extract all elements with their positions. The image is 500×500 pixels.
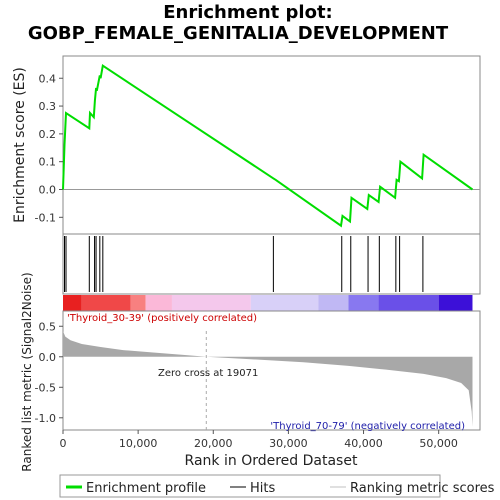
hits-panel-frame (62, 233, 481, 295)
es-ytick-label: 0.1 (39, 156, 57, 169)
metric-ytick-label: 0.5 (39, 320, 57, 333)
heatmap-segment (378, 295, 439, 311)
heatmap-segment (438, 295, 473, 311)
legend-label-0: Enrichment profile (86, 481, 206, 496)
heatmap-segment (318, 295, 349, 311)
negative-label: 'Thyroid_70-79' (negatively correlated) (270, 421, 465, 432)
legend-label-2: Ranking metric scores (350, 481, 495, 496)
x-axis-ticks: 0 10,000 20,000 30,000 40,000 50,000 (60, 430, 458, 450)
x-tick-label: 50,000 (419, 437, 458, 450)
ranking-metric-area (63, 331, 473, 427)
es-ytick-label: 0.0 (39, 184, 57, 197)
chart-title-line1: Enrichment plot: (163, 2, 333, 23)
heatmap-segment (145, 295, 172, 311)
zero-cross-label: Zero cross at 19071 (158, 368, 258, 379)
heatmap-segment (250, 295, 319, 311)
metric-ytick-label: 0.0 (39, 351, 57, 364)
heatmap-segment (348, 295, 379, 311)
x-tick-label: 0 (60, 437, 67, 450)
legend-label-1: Hits (250, 481, 275, 496)
es-ytick-label: -0.1 (35, 211, 56, 224)
chart-title-line2: GOBP_FEMALE_GENITALIA_DEVELOPMENT (28, 23, 449, 44)
enrichment-profile-line (62, 64, 474, 228)
x-tick-label: 40,000 (344, 437, 383, 450)
metric-ytick-label: -1.0 (35, 412, 56, 425)
heatmap-segment (81, 295, 131, 311)
heatmap-segment (130, 295, 146, 311)
es-y-ticks: -0.1 0.0 0.1 0.2 0.3 0.4 (35, 72, 63, 224)
x-tick-label: 20,000 (194, 437, 233, 450)
es-ytick-label: 0.2 (39, 128, 57, 141)
x-tick-label: 10,000 (119, 437, 158, 450)
legend: Enrichment profile Hits Ranking metric sco… (66, 481, 495, 496)
heatmap-segment (63, 295, 82, 311)
es-ytick-label: 0.4 (39, 72, 57, 85)
x-axis-label: Rank in Ordered Dataset (185, 453, 358, 469)
heatmap-segment (171, 295, 251, 311)
rank-heatmap-bar (63, 295, 473, 311)
es-ylabel: Enrichment score (ES) (12, 67, 28, 223)
es-panel-frame (62, 55, 481, 235)
metric-y-ticks: -1.0 -0.5 0.0 0.5 (35, 320, 63, 425)
positive-label: 'Thyroid_30-39' (positively correlated) (67, 313, 257, 324)
metric-ylabel: Ranked list metric (Signal2Noise) (20, 272, 34, 471)
hits-markers (64, 236, 424, 292)
es-ytick-label: 0.3 (39, 100, 57, 113)
metric-ytick-label: -0.5 (35, 381, 56, 394)
x-tick-label: 30,000 (269, 437, 308, 450)
legend-box (59, 474, 441, 498)
